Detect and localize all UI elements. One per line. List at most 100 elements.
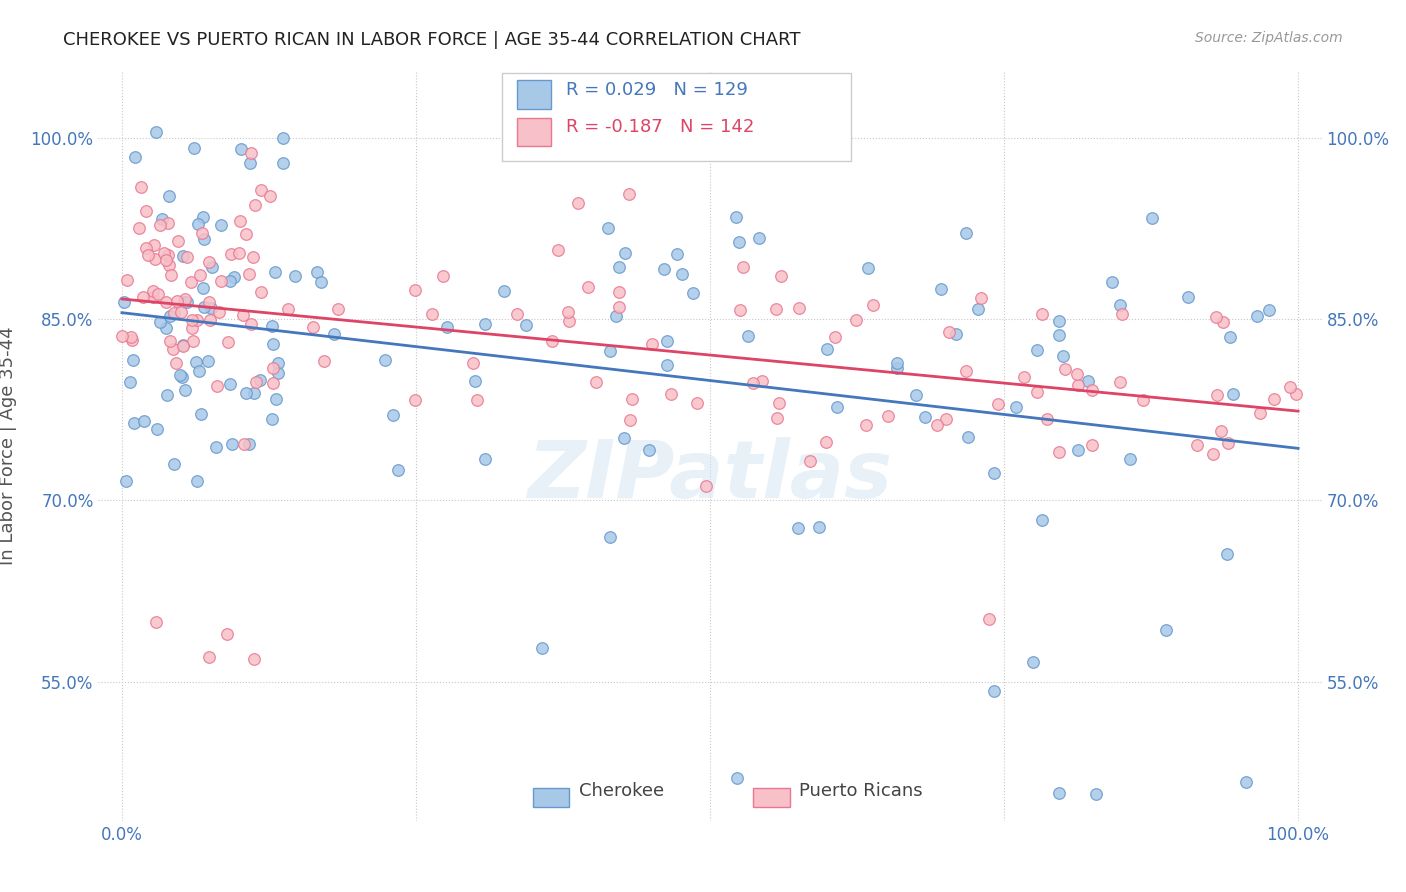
Point [1109,375,1132,389]
Point [229,143,252,157]
Point [115,273,138,287]
Point [186,312,208,326]
Point [1218,436,1240,450]
Point [638,443,661,458]
Point [242,652,264,666]
Point [381,408,404,422]
Point [614,245,637,260]
Point [967,302,990,317]
Point [167,234,190,248]
Point [146,287,169,301]
Point [198,295,221,310]
Point [815,434,838,449]
Point [682,286,704,301]
Point [935,412,957,426]
Point [1052,349,1074,363]
Bar [517,80,551,109]
Point [585,375,607,389]
Point [463,356,485,370]
Point [145,125,167,139]
Point [163,457,186,471]
Point [474,452,496,467]
Point [1031,513,1053,527]
Point [132,290,155,304]
Point [1212,315,1234,329]
Point [239,156,262,170]
Point [655,359,678,373]
Point [855,417,877,432]
Point [271,156,294,170]
Point [904,388,927,402]
Point [659,387,682,401]
Point [150,211,173,226]
Text: R = 0.029   N = 129: R = 0.029 N = 129 [565,81,748,99]
Text: Puerto Ricans: Puerto Ricans [800,781,922,799]
Point [143,252,166,266]
Point [765,301,787,316]
Point [671,267,693,281]
Point [432,268,454,283]
Point [190,407,212,421]
Point [925,417,948,432]
Point [121,352,143,367]
Point [1077,374,1099,388]
Point [249,285,271,300]
Point [1047,313,1070,327]
Point [120,330,142,344]
Point [250,183,273,197]
Point [156,388,179,402]
Point [506,307,529,321]
Point [1036,411,1059,425]
Point [260,319,283,334]
Point [115,475,138,489]
Point [1053,362,1076,376]
Point [737,329,759,343]
Point [191,226,214,240]
Point [1205,310,1227,325]
Point [824,330,846,344]
Point [1215,548,1237,562]
Point [955,226,977,240]
Point [799,454,821,468]
Point [787,521,810,535]
Point [404,283,426,297]
Point [695,479,717,493]
Point [1067,378,1090,392]
Point [233,437,256,451]
Point [1066,368,1088,382]
Point [169,368,191,383]
Point [312,353,335,368]
Point [172,249,194,263]
Point [787,301,810,316]
Point [219,376,242,391]
Point [619,413,641,427]
Point [1067,442,1090,457]
Point [262,336,284,351]
Point [134,241,156,255]
Point [198,312,221,326]
Point [725,210,748,224]
Point [856,260,879,275]
Point [1263,392,1285,406]
Point [1081,438,1104,452]
Point [576,279,599,293]
Point [219,247,242,261]
Point [817,343,839,357]
Point [259,189,281,203]
Point [209,274,232,288]
Point [162,342,184,356]
Point [176,250,198,264]
Point [149,315,172,329]
Point [1012,369,1035,384]
Point [193,281,215,295]
Point [1026,384,1049,399]
Point [547,243,569,257]
Point [173,383,195,397]
Point [558,314,581,328]
Point [323,327,346,342]
Point [172,339,194,353]
Point [652,261,675,276]
Point [420,308,443,322]
Text: R = -0.187   N = 142: R = -0.187 N = 142 [565,119,754,136]
Point [1257,303,1279,318]
